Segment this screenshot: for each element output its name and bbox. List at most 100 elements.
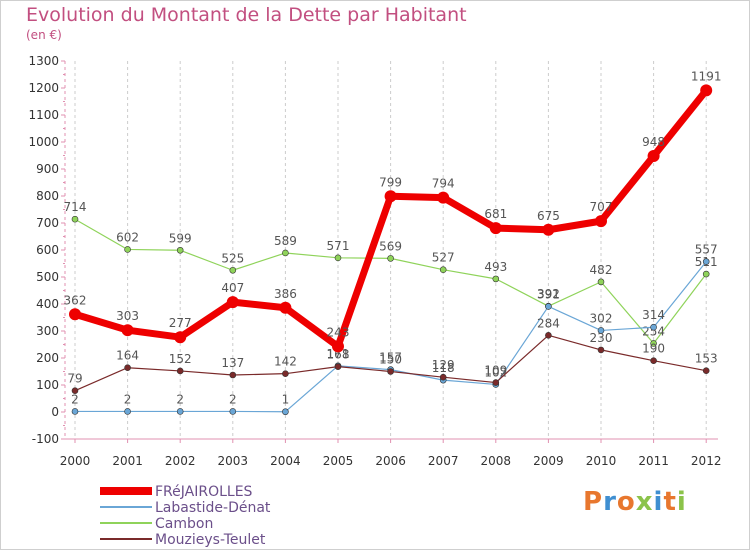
data-label: 314: [642, 308, 665, 322]
legend-label: FRéJAIROLLES: [155, 484, 253, 500]
data-point: [545, 303, 552, 310]
data-point: [597, 346, 605, 354]
data-label: 1: [282, 393, 290, 407]
data-point: [282, 408, 289, 416]
data-label: 277: [169, 316, 192, 330]
data-label: 493: [484, 260, 507, 274]
data-label: 557: [695, 243, 718, 257]
data-label: 2: [71, 392, 79, 406]
data-point: [229, 408, 237, 415]
data-label: 142: [274, 355, 297, 369]
data-label: 164: [116, 349, 139, 363]
logo-letter: i: [653, 487, 664, 517]
data-point: [702, 367, 710, 374]
y-tick-label: 800: [36, 189, 59, 203]
data-label: 79: [67, 372, 82, 386]
logo-letter: r: [603, 487, 617, 517]
data-label: 137: [221, 356, 244, 370]
data-label: 302: [590, 311, 613, 325]
data-point: [387, 368, 394, 375]
data-label: 118: [432, 361, 455, 375]
chart-subtitle: (en €): [26, 28, 62, 42]
data-point: [121, 324, 134, 337]
data-point: [702, 270, 710, 278]
logo-letter: t: [663, 487, 677, 517]
data-point: [71, 215, 79, 223]
data-point: [71, 387, 79, 394]
data-point: [650, 340, 657, 347]
data-label: 599: [169, 231, 192, 245]
data-label: 150: [379, 353, 402, 367]
data-label: 681: [484, 207, 507, 221]
y-tick-label: 1100: [28, 108, 59, 122]
y-tick-label: 700: [36, 216, 59, 230]
data-label: 362: [64, 293, 87, 307]
data-label: 190: [642, 342, 665, 356]
data-label: 2: [229, 392, 237, 406]
y-tick-label: 400: [36, 297, 59, 311]
data-point: [595, 215, 607, 228]
data-point: [489, 222, 502, 235]
data-point: [176, 367, 184, 375]
data-point: [650, 323, 657, 331]
data-label: 303: [116, 309, 139, 323]
data-point: [282, 370, 289, 377]
data-point: [650, 357, 657, 365]
data-point: [334, 254, 342, 262]
x-tick-label: 2002: [165, 454, 196, 468]
data-label: 571: [327, 239, 350, 253]
data-point: [492, 275, 500, 283]
chart-title: Evolution du Montant de la Dette par Hab…: [26, 4, 467, 26]
legend-label: Labastide-Dénat: [155, 500, 271, 516]
data-point: [437, 191, 450, 204]
data-point: [176, 246, 184, 254]
data-label: 707: [590, 200, 613, 214]
data-label: 386: [274, 287, 297, 301]
data-label: 407: [221, 281, 244, 295]
x-tick-label: 2003: [218, 454, 249, 468]
y-tick-label: 100: [36, 378, 59, 392]
x-tick-label: 2006: [375, 454, 406, 468]
y-tick-label: 500: [36, 270, 59, 284]
data-point: [229, 266, 237, 274]
data-point: [597, 327, 605, 334]
data-point: [700, 84, 713, 97]
y-tick-label: 1200: [28, 81, 59, 95]
y-tick-label: 300: [36, 324, 59, 338]
data-point: [226, 296, 239, 309]
data-point: [647, 150, 660, 163]
data-point: [387, 255, 394, 262]
data-label: 392: [537, 287, 560, 301]
data-label: 525: [221, 251, 244, 265]
x-tick-label: 2001: [112, 454, 143, 468]
data-label: 589: [274, 234, 297, 248]
data-point: [597, 278, 605, 286]
proxiti-logo: Proxiti: [583, 487, 687, 517]
data-point: [71, 408, 79, 415]
data-point: [174, 331, 187, 344]
data-point: [545, 332, 552, 339]
data-label: 152: [169, 352, 192, 366]
data-label: 129: [432, 358, 455, 372]
data-label: 569: [379, 239, 402, 253]
logo-letter: o: [616, 487, 636, 517]
data-label: 284: [537, 316, 560, 330]
x-tick-label: 2007: [428, 454, 459, 468]
x-tick-label: 2011: [638, 454, 669, 468]
data-point: [124, 364, 131, 372]
data-label: 109: [484, 364, 507, 378]
x-tick-label: 2012: [691, 454, 722, 468]
y-tick-label: -100: [32, 432, 59, 446]
data-point: [439, 373, 447, 381]
y-tick-label: 1300: [28, 54, 59, 68]
data-label: 482: [590, 263, 613, 277]
data-point: [279, 301, 292, 314]
data-label: 168: [327, 348, 350, 362]
data-point: [702, 258, 710, 265]
data-point: [69, 308, 81, 321]
data-label: 948: [642, 135, 665, 149]
data-label: 527: [432, 251, 455, 265]
legend-label: Cambon: [155, 516, 213, 532]
